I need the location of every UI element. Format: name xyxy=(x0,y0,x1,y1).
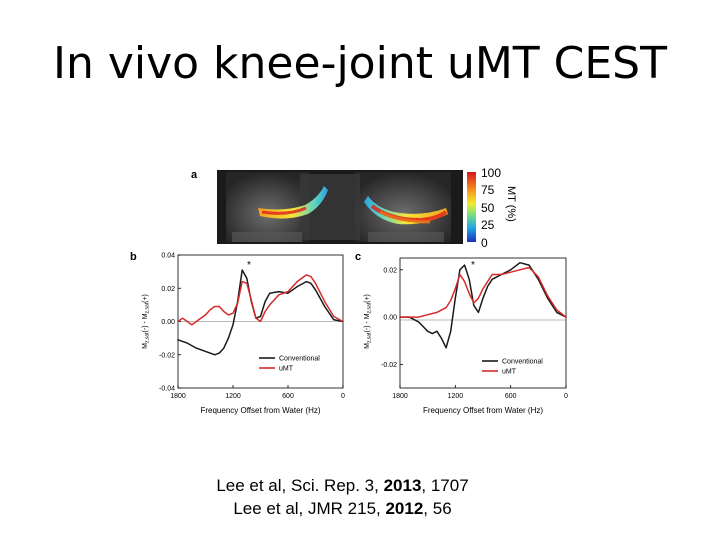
colorbar xyxy=(467,172,476,242)
chart-b-ylabel: Mz,sat(-) - Mz,sat(+) xyxy=(142,294,151,349)
panel-c-label: c xyxy=(355,251,361,263)
mri-image xyxy=(217,170,463,244)
legend-label: Conventional xyxy=(279,356,320,363)
chart-c-ylabel: Mz,sat(-) - Mz,sat(+) xyxy=(364,294,373,349)
panel-b-star: * xyxy=(247,260,251,271)
y-tick-label: -0.04 xyxy=(159,386,175,393)
citation-1: Lee et al, Sci. Rep. 3, 2013, 1707 xyxy=(5,474,680,497)
citation-2-year: 2012 xyxy=(385,499,424,518)
x-tick-label: 1200 xyxy=(225,393,241,400)
chart-b-legend: Conventional uMT xyxy=(259,356,320,373)
x-tick-label: 0 xyxy=(564,393,568,400)
citation-2-pages: , 56 xyxy=(423,499,452,518)
colorbar-tick: 100 xyxy=(481,166,501,180)
citation-1-year: 2013 xyxy=(383,476,422,495)
series-line-conventional xyxy=(399,261,567,349)
chart-c: 0.02 0.00 -0.02 1800 1200 600 0 Frequency Off… xyxy=(364,257,568,415)
chart-c-legend: Conventional uMT xyxy=(482,359,543,376)
x-tick-label: 1800 xyxy=(170,393,186,400)
panel-b-label: b xyxy=(130,251,137,263)
series-line-umt xyxy=(177,274,344,326)
citation-1-pages: , 1707 xyxy=(421,476,469,495)
colorbar-tick: 25 xyxy=(481,218,495,232)
y-tick-label: -0.02 xyxy=(381,362,397,369)
y-tick-label: 0.00 xyxy=(383,315,397,322)
y-tick-label: -0.02 xyxy=(159,352,175,359)
chart-c-xlabel: Frequency Offset from Water (Hz) xyxy=(423,406,543,415)
x-tick-label: 600 xyxy=(282,393,294,400)
panel-c-star: * xyxy=(471,260,475,271)
x-tick-label: 1800 xyxy=(392,393,408,400)
panel-a-label: a xyxy=(191,169,198,181)
x-tick-label: 600 xyxy=(505,393,517,400)
legend-label: uMT xyxy=(502,369,517,376)
legend-label: uMT xyxy=(279,366,294,373)
citation-2-text: Lee et al, JMR 215, xyxy=(233,499,386,518)
colorbar-label: MT (%) xyxy=(505,186,517,222)
citation-1-text: Lee et al, Sci. Rep. 3, xyxy=(216,476,384,495)
y-tick-label: 0.04 xyxy=(161,253,175,260)
series-line-umt xyxy=(399,266,567,318)
x-tick-label: 0 xyxy=(341,393,345,400)
citation-2: Lee et al, JMR 215, 2012, 56 xyxy=(5,497,680,520)
chart-b-xlabel: Frequency Offset from Water (Hz) xyxy=(200,406,320,415)
colorbar-tick: 0 xyxy=(481,236,488,250)
y-tick-label: 0.00 xyxy=(161,319,175,326)
legend-label: Conventional xyxy=(502,359,543,366)
chart-b: 0.04 0.02 0.00 -0.02 -0.04 1800 1200 600 0 Freq… xyxy=(142,253,345,416)
slide-title: In vivo knee-joint uMT CEST xyxy=(53,38,667,89)
chart-c-frame xyxy=(399,257,567,389)
colorbar-tick: 75 xyxy=(481,183,495,197)
x-tick-label: 1200 xyxy=(448,393,464,400)
colorbar-tick: 50 xyxy=(481,201,495,215)
y-tick-label: 0.02 xyxy=(383,267,397,274)
y-tick-label: 0.02 xyxy=(161,286,175,293)
citations: Lee et al, Sci. Rep. 3, 2013, 1707 Lee e… xyxy=(0,474,680,520)
series-line-conventional xyxy=(177,269,344,356)
